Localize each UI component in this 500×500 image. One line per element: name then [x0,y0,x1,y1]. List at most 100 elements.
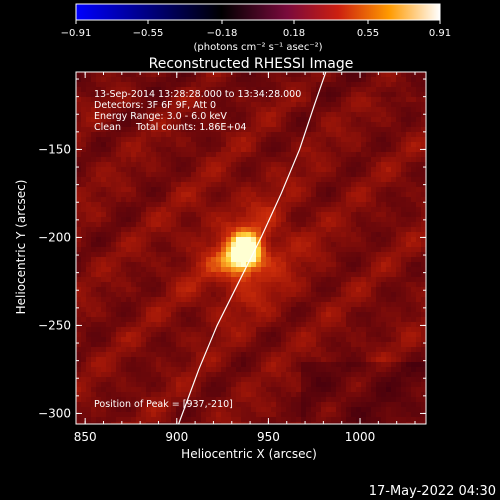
heatmap-cell [196,132,201,137]
heatmap-cell [126,207,131,212]
heatmap-cell [271,202,276,207]
heatmap-cell [126,232,131,237]
heatmap-cell [306,177,311,182]
heatmap-cell [226,417,231,422]
heatmap-cell [311,422,316,424]
heatmap-cell [301,352,306,357]
heatmap-cell [206,137,211,142]
heatmap-cell [361,332,366,337]
heatmap-cell [286,217,291,222]
heatmap-cell [196,72,201,77]
heatmap-cell [141,122,146,127]
heatmap-cell [376,347,381,352]
heatmap-cell [336,232,341,237]
heatmap-cell [96,152,101,157]
heatmap-cell [421,187,426,192]
heatmap-cell [101,267,106,272]
heatmap-cell [131,327,136,332]
heatmap-cell [231,322,236,327]
heatmap-cell [386,412,391,417]
heatmap-cell [206,82,211,87]
heatmap-cell [251,207,256,212]
heatmap-cell [216,412,221,417]
heatmap-cell [286,222,291,227]
heatmap-cell [406,122,411,127]
heatmap-cell [326,302,331,307]
heatmap-cell [336,332,341,337]
heatmap-cell [391,232,396,237]
heatmap-cell [361,177,366,182]
heatmap-cell [306,402,311,407]
heatmap-cell [351,162,356,167]
heatmap-cell [181,82,186,87]
heatmap-cell [331,117,336,122]
heatmap-cell [371,267,376,272]
heatmap-cell [76,127,81,132]
heatmap-cell [406,302,411,307]
heatmap-cell [166,272,171,277]
heatmap-cell [296,107,301,112]
heatmap-cell [371,412,376,417]
heatmap-cell [406,232,411,237]
heatmap-cell [166,287,171,292]
heatmap-cell [296,307,301,312]
heatmap-cell [76,267,81,272]
heatmap-cell [371,142,376,147]
heatmap-cell [386,187,391,192]
heatmap-cell [176,377,181,382]
heatmap-cell [371,92,376,97]
heatmap-cell [206,362,211,367]
heatmap-cell [196,122,201,127]
heatmap-cell [231,262,236,267]
heatmap-cell [276,177,281,182]
heatmap-cell [196,327,201,332]
heatmap-cell [76,357,81,362]
heatmap-cell [276,267,281,272]
heatmap-cell [386,317,391,322]
heatmap-cell [246,292,251,297]
heatmap-cell [186,257,191,262]
heatmap-cell [241,107,246,112]
heatmap-cell [211,87,216,92]
heatmap-cell [406,347,411,352]
heatmap-cell [291,257,296,262]
heatmap-cell [106,167,111,172]
heatmap-cell [321,217,326,222]
heatmap-cell [171,182,176,187]
heatmap-cell [91,102,96,107]
heatmap-cell [306,337,311,342]
heatmap-cell [366,207,371,212]
heatmap-cell [246,217,251,222]
heatmap-cell [306,87,311,92]
heatmap-cell [381,77,386,82]
heatmap-cell [76,332,81,337]
heatmap-cell [276,172,281,177]
heatmap-cell [301,382,306,387]
heatmap-cell [336,227,341,232]
heatmap-cell [301,72,306,77]
heatmap-cell [131,397,136,402]
heatmap-cell [291,122,296,127]
heatmap-cell [416,137,421,142]
heatmap-cell [146,292,151,297]
heatmap-cell [346,357,351,362]
heatmap-cell [356,97,361,102]
heatmap-cell [396,262,401,267]
heatmap-cell [326,332,331,337]
heatmap-cell [286,292,291,297]
heatmap-cell [341,342,346,347]
heatmap-cell [246,117,251,122]
heatmap-cell [91,317,96,322]
heatmap-cell [196,407,201,412]
heatmap-cell [326,187,331,192]
heatmap-cell [251,197,256,202]
heatmap-cell [376,302,381,307]
heatmap-cell [176,147,181,152]
heatmap-cell [421,152,426,157]
heatmap-cell [126,317,131,322]
heatmap-cell [196,377,201,382]
heatmap-cell [376,212,381,217]
heatmap-cell [216,232,221,237]
info-line-time: 13-Sep-2014 13:28:28.000 to 13:34:28.000 [94,89,301,100]
heatmap-cell [261,77,266,82]
